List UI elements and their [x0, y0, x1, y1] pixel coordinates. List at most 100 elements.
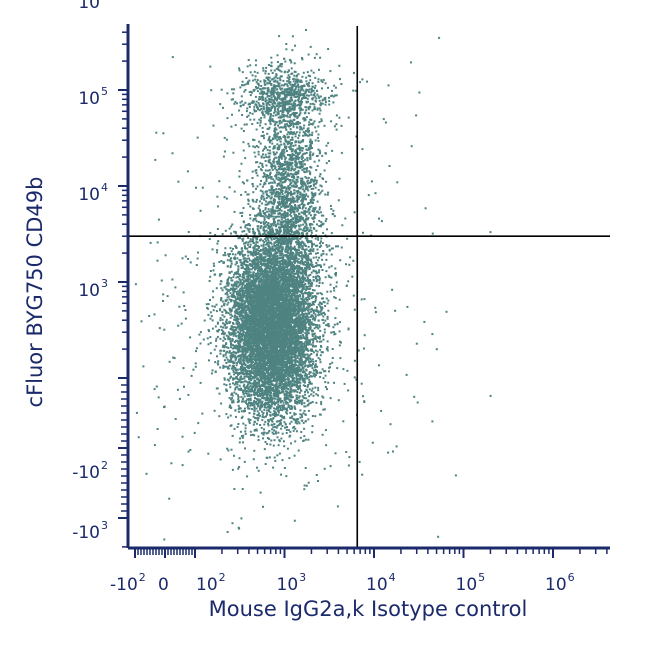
event-dot: [241, 262, 244, 265]
event-dot: [257, 391, 260, 393]
event-dot: [281, 432, 284, 435]
event-dot: [267, 317, 270, 320]
event-dot: [235, 415, 237, 418]
event-dot: [258, 399, 261, 402]
event-dot: [262, 433, 265, 436]
event-dot: [252, 246, 255, 249]
event-dot: [271, 281, 274, 284]
event-dot: [197, 422, 200, 425]
event-dot: [274, 389, 276, 392]
event-dot: [248, 407, 251, 410]
event-dot: [330, 331, 333, 334]
event-dot: [215, 287, 218, 290]
event-dot: [256, 261, 259, 264]
event-dot: [255, 343, 258, 346]
event-dot: [234, 326, 236, 329]
event-dot: [230, 295, 233, 298]
event-dot: [255, 428, 258, 431]
event-dot: [308, 298, 311, 300]
event-dot: [229, 309, 231, 312]
event-dot: [249, 384, 252, 387]
event-dot: [285, 318, 287, 320]
event-dot: [236, 378, 239, 380]
event-dot: [230, 288, 233, 290]
event-dot: [318, 277, 321, 280]
event-dot: [291, 340, 294, 343]
event-dot: [322, 231, 325, 234]
event-dot: [305, 484, 308, 487]
event-dot: [232, 377, 234, 380]
event-dot: [246, 224, 249, 226]
event-dot: [237, 237, 240, 240]
event-dot: [260, 350, 263, 353]
event-dot: [352, 259, 355, 262]
event-dot: [251, 284, 253, 287]
event-dot: [309, 222, 312, 225]
event-dot: [181, 464, 184, 467]
event-dot: [259, 210, 262, 213]
event-dot: [252, 232, 255, 235]
event-dot: [308, 311, 311, 314]
event-dot: [216, 335, 219, 338]
event-dot: [308, 308, 311, 311]
event-dot: [212, 290, 215, 293]
event-dot: [265, 200, 268, 203]
event-dot: [241, 436, 244, 439]
event-dot: [210, 315, 213, 318]
event-dot: [310, 297, 313, 300]
event-dot: [313, 337, 315, 340]
event-dot: [305, 313, 308, 315]
event-dot: [224, 251, 226, 254]
event-dot: [244, 305, 247, 308]
event-dot: [238, 373, 241, 376]
event-dot: [395, 445, 398, 448]
event-dot: [302, 412, 305, 415]
event-dot: [222, 326, 224, 329]
event-dot: [307, 195, 310, 198]
event-dot: [157, 218, 160, 221]
event-dot: [306, 254, 309, 257]
event-dot: [309, 382, 312, 385]
event-dot: [254, 350, 256, 353]
event-dot: [299, 228, 302, 231]
event-dot: [241, 250, 244, 253]
event-dot: [256, 382, 258, 385]
event-dot: [262, 353, 265, 356]
event-dot: [241, 322, 244, 325]
event-dot: [259, 388, 262, 391]
event-dot: [323, 467, 326, 470]
event-dot: [239, 345, 242, 348]
event-dot: [219, 283, 222, 286]
event-dot: [242, 391, 244, 394]
event-dot: [249, 321, 251, 324]
event-dot: [318, 285, 321, 288]
event-dot: [231, 394, 234, 397]
event-dot: [326, 324, 329, 327]
event-dot: [322, 252, 325, 255]
event-dot: [282, 366, 284, 369]
event-dot: [232, 350, 235, 353]
event-dot: [274, 430, 277, 433]
event-dot: [299, 378, 302, 380]
event-dot: [306, 302, 309, 305]
event-dot: [292, 429, 295, 432]
event-dot: [264, 238, 267, 241]
event-dot: [353, 359, 356, 362]
event-dot: [222, 344, 225, 347]
event-dot: [322, 321, 325, 324]
event-dot: [274, 413, 277, 415]
event-dot: [258, 272, 260, 275]
event-dot: [268, 430, 271, 432]
event-dot: [247, 418, 250, 421]
event-dot: [360, 382, 363, 385]
event-dot: [324, 370, 327, 373]
event-dot: [326, 340, 329, 343]
event-dot: [278, 384, 281, 387]
event-dot: [294, 354, 297, 357]
event-dot: [242, 271, 245, 273]
event-dot: [302, 380, 305, 383]
event-dot: [307, 279, 310, 282]
event-dot: [311, 242, 313, 245]
event-dot: [209, 299, 211, 301]
event-dot: [322, 335, 325, 338]
